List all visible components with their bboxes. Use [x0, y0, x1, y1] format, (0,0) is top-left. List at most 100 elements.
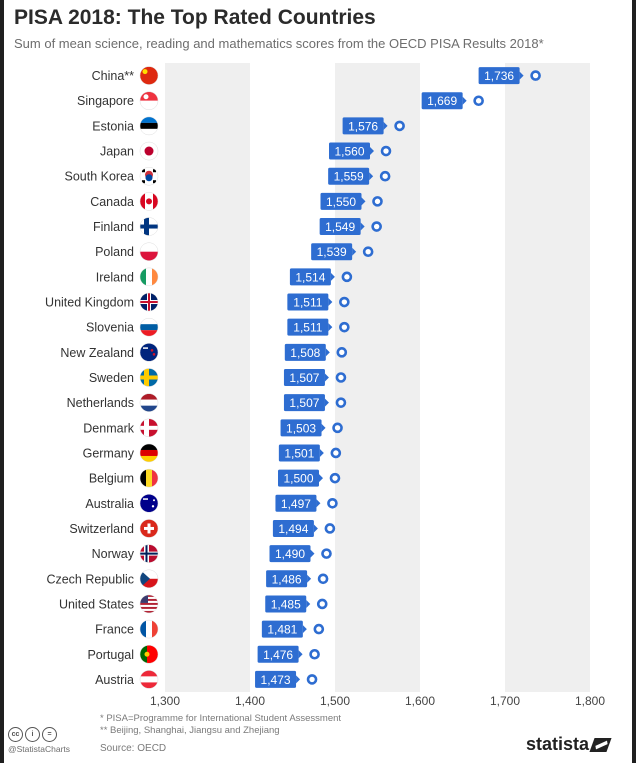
value-label-pointer — [328, 298, 333, 307]
united-states-flag-icon — [139, 594, 159, 614]
value-label-tag — [275, 494, 317, 512]
value-label: 1,511 — [293, 296, 322, 310]
portugal-flag-icon — [139, 645, 159, 664]
data-row: South Korea 1,559 — [65, 166, 391, 186]
value-label-tag — [289, 268, 331, 286]
value-label-pointer — [330, 272, 335, 281]
country-label: Singapore — [77, 94, 134, 108]
chart-title: PISA 2018: The Top Rated Countries — [14, 6, 376, 29]
data-point — [321, 548, 332, 559]
value-label-tag — [287, 318, 329, 336]
x-tick-label: 1,400 — [235, 694, 265, 708]
value-label-pointer — [296, 675, 301, 684]
country-label: Canada — [90, 195, 134, 209]
value-label: 1,514 — [295, 270, 325, 284]
value-label: 1,501 — [284, 446, 314, 460]
country-label: Denmark — [83, 421, 134, 435]
country-label: Estonia — [92, 119, 134, 133]
value-label-pointer — [352, 247, 357, 256]
finland-flag-icon — [139, 217, 159, 236]
value-label-pointer — [360, 222, 365, 231]
data-row: Portugal 1,476 — [87, 645, 320, 664]
germany-flag-icon — [139, 443, 159, 463]
value-label: 1,508 — [290, 346, 320, 360]
value-label: 1,507 — [289, 371, 319, 385]
data-row: Norway 1,490 — [92, 544, 332, 563]
country-label: New Zealand — [60, 346, 134, 360]
value-label-pointer — [324, 373, 329, 382]
value-label-tag — [287, 293, 329, 311]
slovenia-flag-icon — [139, 317, 159, 337]
data-point — [530, 70, 541, 81]
value-label: 1,476 — [263, 648, 293, 662]
data-point — [329, 472, 341, 484]
country-label: Poland — [95, 245, 134, 259]
country-label: Germany — [83, 446, 135, 460]
country-label: Slovenia — [86, 321, 134, 335]
country-label: Australia — [85, 497, 134, 511]
country-label: Netherlands — [67, 396, 134, 410]
value-label-tag — [278, 469, 319, 487]
data-row: Japan 1,560 — [100, 141, 392, 161]
value-label-pointer — [307, 574, 312, 583]
data-row: Estonia 1,576 — [92, 116, 405, 136]
czech-republic-flag-icon — [139, 569, 159, 589]
new-zealand-flag-icon — [139, 343, 159, 362]
data-point — [339, 321, 350, 333]
value-label-tag — [284, 343, 326, 361]
value-label-pointer — [519, 71, 524, 80]
australia-flag-icon — [139, 494, 159, 513]
value-label: 1,550 — [326, 195, 356, 209]
value-label-pointer — [369, 172, 374, 181]
value-label-tag — [280, 419, 322, 437]
united-kingdom-flag-icon — [139, 292, 159, 312]
data-point — [309, 648, 320, 660]
value-label-pointer — [306, 599, 311, 608]
data-row: Singapore 1,669 — [77, 91, 484, 110]
x-tick-label: 1,600 — [405, 694, 435, 708]
value-label-pointer — [383, 121, 388, 130]
norway-flag-icon — [139, 544, 159, 563]
value-label: 1,559 — [334, 170, 364, 184]
value-label-pointer — [298, 650, 303, 659]
country-label: Norway — [92, 547, 135, 561]
data-row: Canada 1,550 — [90, 192, 383, 211]
data-row: Austria 1,473 — [95, 670, 318, 689]
value-label-tag — [283, 369, 325, 386]
data-point — [327, 497, 338, 509]
data-row: Switzerland 1,494 — [69, 519, 336, 538]
data-point — [335, 397, 347, 408]
country-label: Switzerland — [69, 522, 134, 536]
data-row: United States 1,485 — [59, 594, 328, 614]
japan-flag-icon — [139, 141, 159, 161]
country-label: United States — [59, 597, 134, 611]
x-tick-label: 1,700 — [490, 694, 520, 708]
data-row: Ireland 1,514 — [96, 267, 353, 287]
country-label: South Korea — [65, 170, 135, 184]
value-label-pointer — [313, 524, 318, 533]
x-tick-label: 1,800 — [575, 694, 605, 708]
country-label: Belgium — [89, 472, 134, 486]
south-korea-flag-icon — [139, 166, 159, 186]
value-label: 1,485 — [271, 597, 301, 611]
value-label-pointer — [316, 499, 321, 508]
value-label-tag — [269, 545, 311, 563]
by-icon: i — [25, 727, 40, 742]
data-point — [317, 573, 329, 585]
data-row: Australia 1,497 — [85, 494, 338, 513]
data-row: Sweden 1,507 — [89, 368, 347, 387]
data-row: Germany 1,501 — [83, 443, 342, 463]
country-label: United Kingdom — [45, 296, 134, 310]
data-row: France 1,481 — [95, 619, 325, 639]
data-row: Netherlands 1,507 — [67, 393, 347, 412]
value-label-pointer — [319, 448, 324, 457]
value-label-tag — [257, 645, 299, 663]
value-label: 1,503 — [286, 421, 316, 435]
data-point — [336, 347, 348, 358]
data-row: Czech Republic 1,486 — [46, 569, 329, 589]
x-tick-label: 1,300 — [150, 694, 180, 708]
value-label-tag — [328, 167, 370, 185]
data-point — [380, 145, 392, 157]
x-tick-label: 1,500 — [320, 694, 350, 708]
data-point — [379, 170, 391, 182]
